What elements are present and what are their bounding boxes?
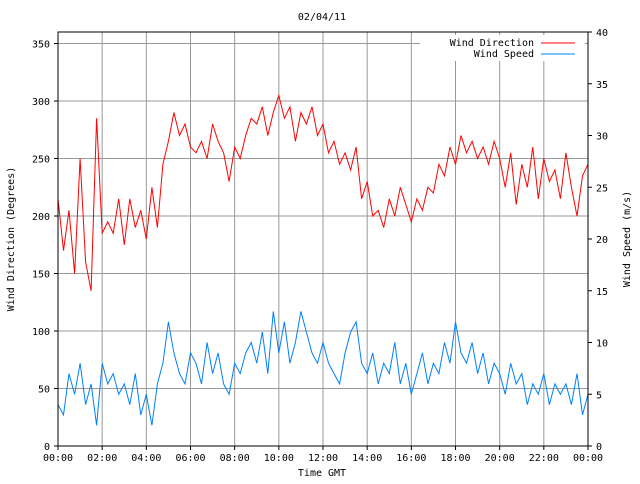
x-tick-label: 00:00 <box>43 453 73 464</box>
y-right-tick-label: 5 <box>596 390 602 401</box>
legend-label-wind-direction: Wind Direction <box>450 38 534 49</box>
y-right-tick-label: 20 <box>596 235 608 246</box>
x-axis-label: Time GMT <box>298 468 346 479</box>
y-left-tick-label: 200 <box>32 212 50 223</box>
axis-ticks: 00:00 02:00 04:00 06:00 08:00 10:00 12:00 14:00… <box>32 28 608 464</box>
y-left-tick-label: 350 <box>32 40 50 51</box>
y-axis-left-label: Wind Direction (Degrees) <box>6 167 17 312</box>
y-axis-right-label: Wind Speed (m/s) <box>622 191 633 287</box>
y-left-tick-label: 50 <box>38 385 50 396</box>
y-right-tick-label: 40 <box>596 28 608 39</box>
grid <box>58 32 588 446</box>
y-left-tick-label: 300 <box>32 97 50 108</box>
x-tick-label: 00:00 <box>573 453 603 464</box>
legend-label-wind-speed: Wind Speed <box>474 49 534 60</box>
y-left-tick-label: 0 <box>44 442 50 453</box>
legend: Wind Direction Wind Speed <box>420 35 585 61</box>
x-tick-label: 22:00 <box>529 453 559 464</box>
x-tick-label: 02:00 <box>87 453 117 464</box>
y-right-tick-label: 0 <box>596 442 602 453</box>
y-left-tick-label: 150 <box>32 270 50 281</box>
y-right-tick-label: 10 <box>596 339 608 350</box>
x-tick-label: 10:00 <box>264 453 294 464</box>
x-tick-label: 20:00 <box>485 453 515 464</box>
x-tick-label: 08:00 <box>220 453 250 464</box>
chart-title: 02/04/11 <box>298 12 346 23</box>
series-line-wind-speed <box>57 311 589 426</box>
x-tick-label: 12:00 <box>308 453 338 464</box>
y-right-tick-label: 30 <box>596 132 608 143</box>
series-line-wind-direction <box>57 93 589 291</box>
y-left-tick-label: 250 <box>32 155 50 166</box>
x-tick-label: 04:00 <box>131 453 161 464</box>
y-left-tick-label: 100 <box>32 327 50 338</box>
x-tick-label: 06:00 <box>175 453 205 464</box>
x-tick-label: 18:00 <box>440 453 470 464</box>
y-right-tick-label: 35 <box>596 80 608 91</box>
y-right-tick-label: 25 <box>596 183 608 194</box>
x-tick-label: 14:00 <box>352 453 382 464</box>
y-right-tick-label: 15 <box>596 287 608 298</box>
x-tick-label: 16:00 <box>396 453 426 464</box>
series-lines <box>57 93 589 426</box>
